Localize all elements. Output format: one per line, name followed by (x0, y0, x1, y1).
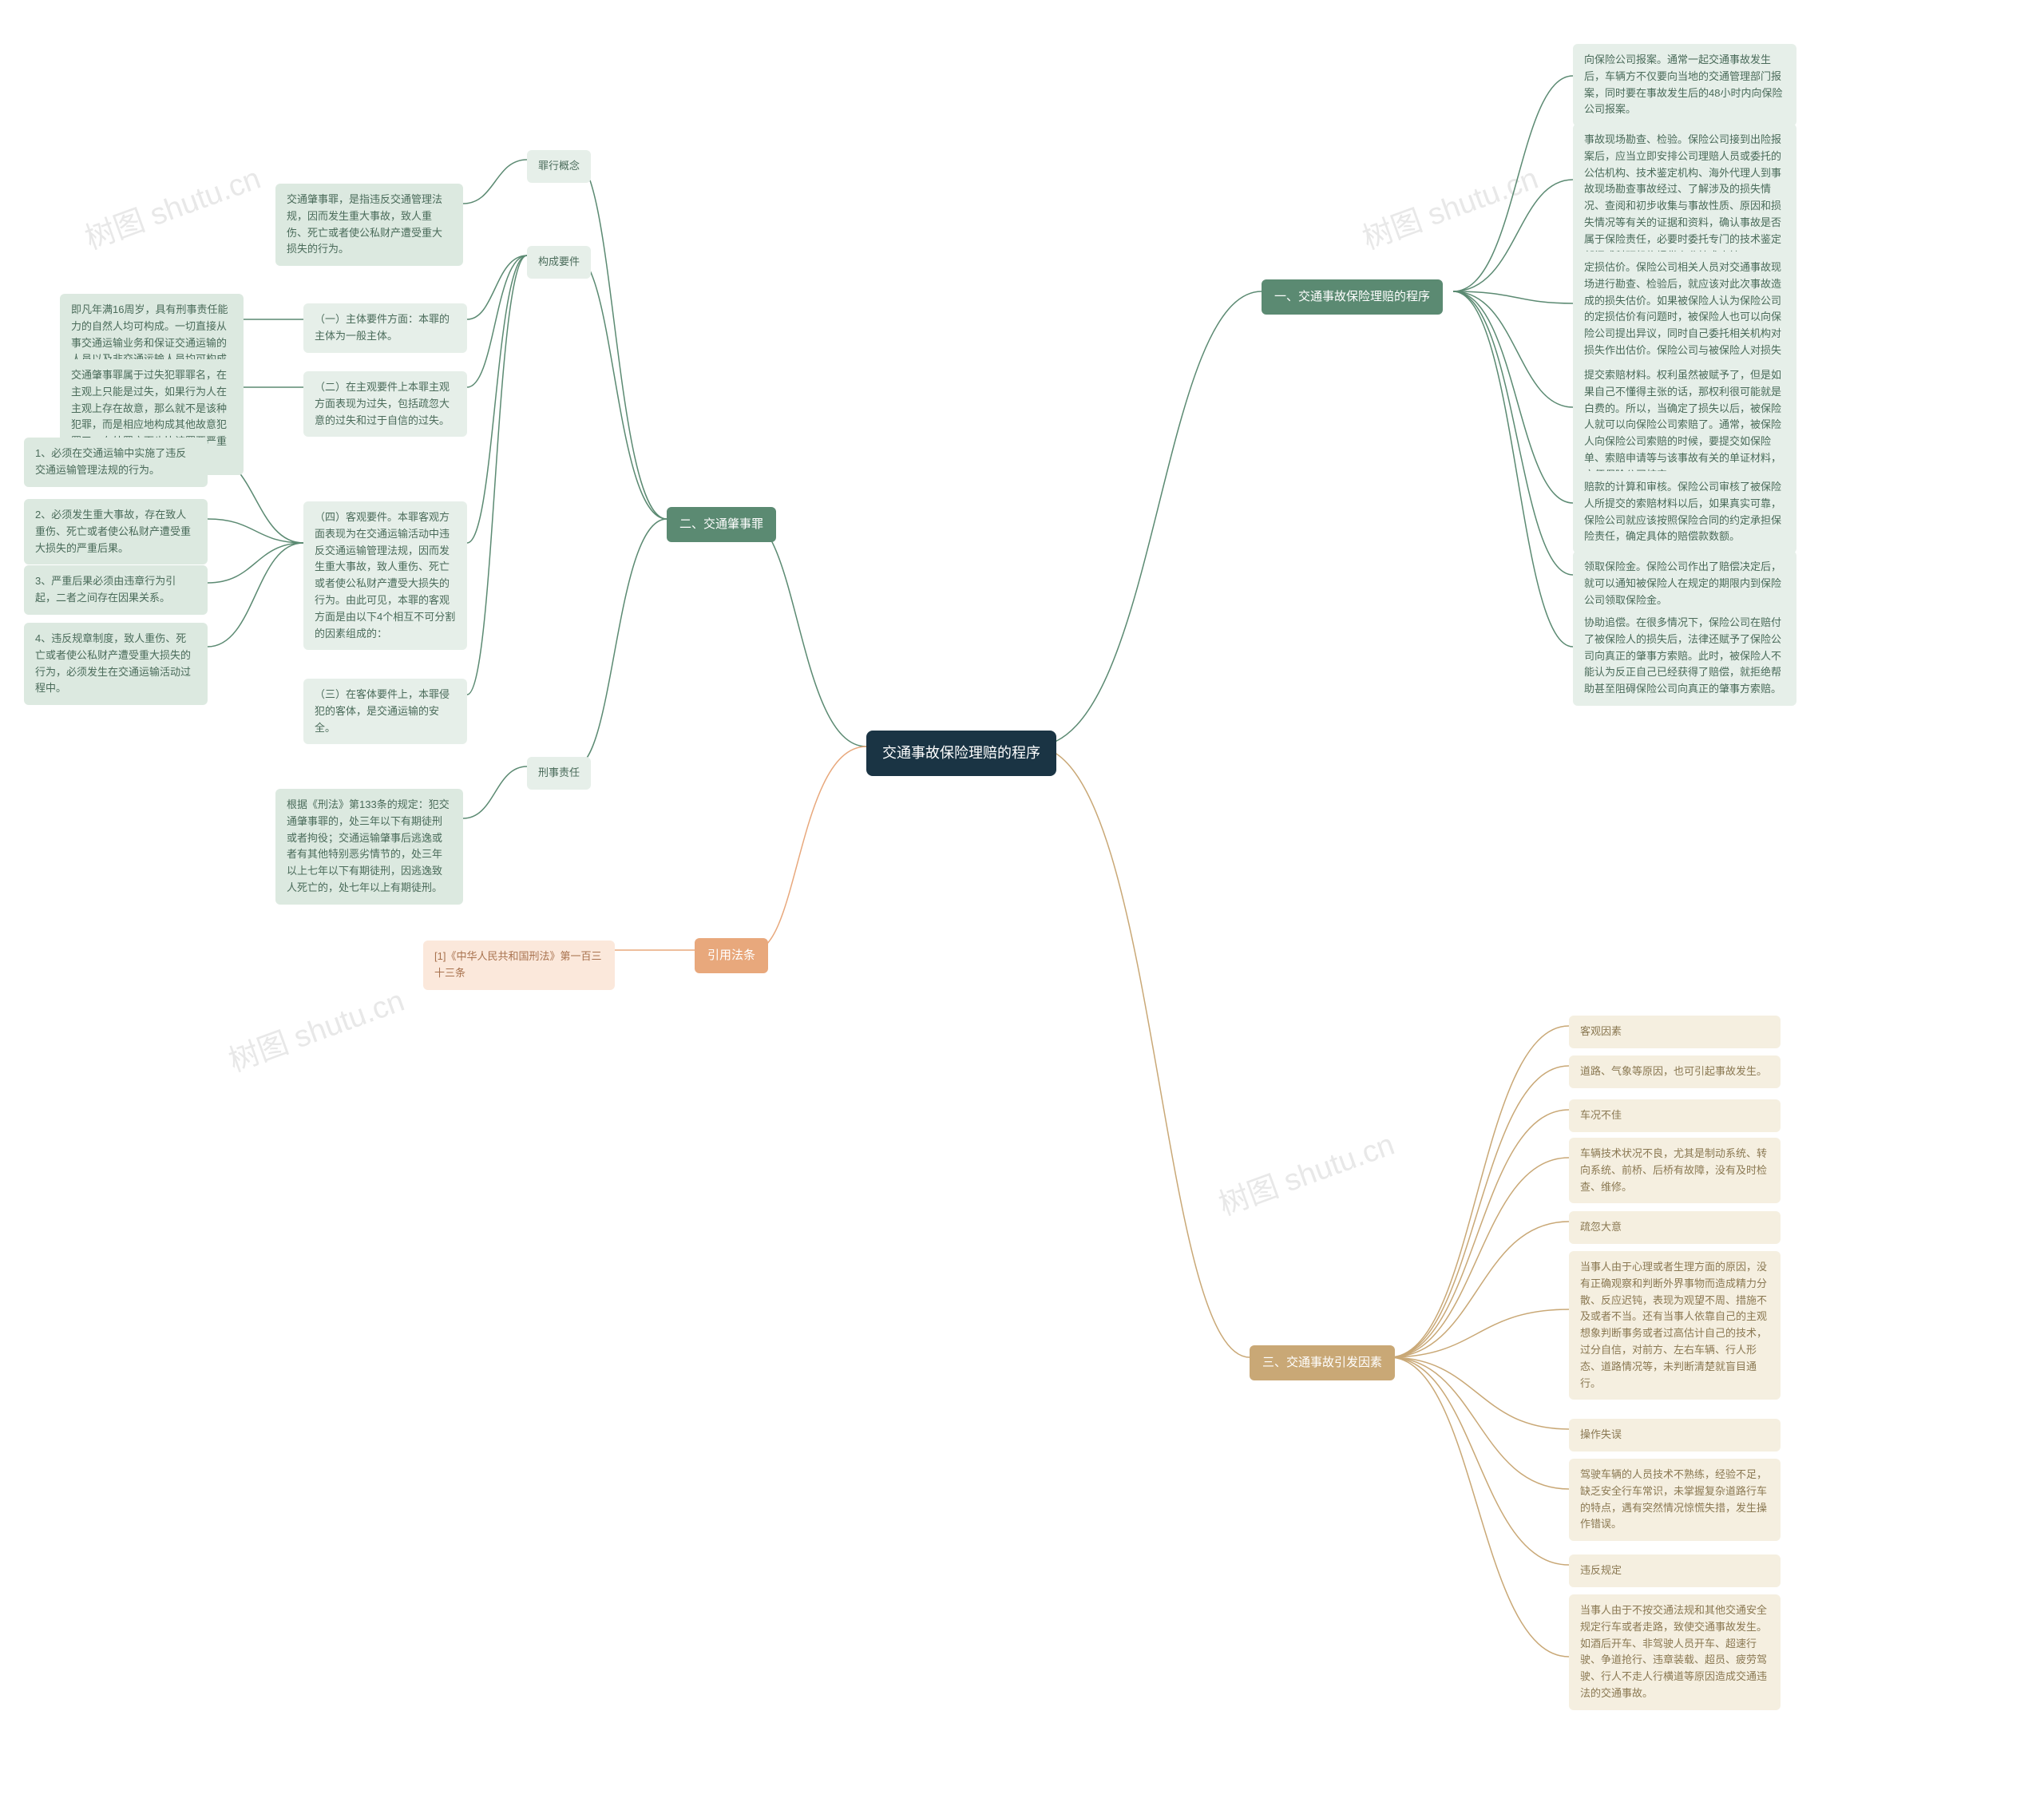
branch-2-sub-3-label: 刑事责任 (527, 757, 591, 790)
branch-3-leaf: 当事人由于不按交通法规和其他交通安全规定行车或者走路，致使交通事故发生。如酒后开… (1569, 1594, 1781, 1710)
branch-2-sub-2-i3-label: （四）客观要件。本罪客观方面表现为在交通运输活动中违反交通运输管理法规，因而发生… (303, 501, 467, 650)
branch-1[interactable]: 一、交通事故保险理赔的程序 (1262, 279, 1443, 315)
branch-2-sub-3-text: 根据《刑法》第133条的规定：犯交通肇事罪的，处三年以下有期徒刑或者拘役；交通运… (275, 789, 463, 905)
watermark: 树图 shutu.cn (222, 976, 410, 1079)
branch-4[interactable]: 引用法条 (695, 938, 768, 973)
branch-2-sub-2-i3-item: 2、必须发生重大事故，存在致人重伤、死亡或者使公私财产遭受重大损失的严重后果。 (24, 499, 208, 564)
watermark: 树图 shutu.cn (78, 153, 266, 257)
branch-3-leaf: 当事人由于心理或者生理方面的原因，没有正确观察和判断外界事物而造成精力分散、反应… (1569, 1251, 1781, 1400)
branch-3-leaf: 车况不佳 (1569, 1099, 1781, 1132)
branch-3-leaf: 驾驶车辆的人员技术不熟练，经验不足，缺乏安全行车常识，未掌握复杂道路行车的特点，… (1569, 1459, 1781, 1541)
branch-2-sub-1-label: 罪行概念 (527, 150, 591, 183)
branch-2-sub-2-i3-item: 1、必须在交通运输中实施了违反交通运输管理法规的行为。 (24, 438, 208, 487)
branch-3-leaf: 客观因素 (1569, 1016, 1781, 1048)
watermark: 树图 shutu.cn (1356, 153, 1543, 257)
branch-2-sub-2-i3-item: 3、严重后果必须由违章行为引起，二者之间存在因果关系。 (24, 565, 208, 615)
branch-1-leaf: 赔款的计算和审核。保险公司审核了被保险人所提交的索赔材料以后，如果真实可靠，保险… (1573, 471, 1796, 553)
branch-1-leaf: 向保险公司报案。通常一起交通事故发生后，车辆方不仅要向当地的交通管理部门报案，同… (1573, 44, 1796, 126)
branch-2-sub-1-text: 交通肇事罪，是指违反交通管理法规，因而发生重大事故，致人重伤、死亡或者使公私财产… (275, 184, 463, 266)
branch-2-sub-2-i4-label: （三）在客体要件上，本罪侵犯的客体，是交通运输的安全。 (303, 679, 467, 744)
branch-3[interactable]: 三、交通事故引发因素 (1250, 1345, 1395, 1380)
branch-3-leaf: 操作失误 (1569, 1419, 1781, 1452)
root-node[interactable]: 交通事故保险理赔的程序 (866, 731, 1056, 776)
branch-2-sub-2-i3-item: 4、违反规章制度，致人重伤、死亡或者使公私财产遭受重大损失的行为，必须发生在交通… (24, 623, 208, 705)
branch-3-leaf: 违反规定 (1569, 1554, 1781, 1587)
branch-2-sub-2-i2-label: （二）在主观要件上本罪主观方面表现为过失，包括疏忽大意的过失和过于自信的过失。 (303, 371, 467, 437)
branch-3-leaf: 道路、气象等原因，也可引起事故发生。 (1569, 1055, 1781, 1088)
branch-3-leaf: 疏忽大意 (1569, 1211, 1781, 1244)
branch-2[interactable]: 二、交通肇事罪 (667, 507, 776, 542)
branch-1-leaf: 事故现场勘查、检验。保险公司接到出险报案后，应当立即安排公司理赔人员或委托的公估… (1573, 124, 1796, 272)
branch-4-leaf: [1]《中华人民共和国刑法》第一百三十三条 (423, 941, 615, 990)
branch-1-leaf: 协助追偿。在很多情况下，保险公司在赔付了被保险人的损失后，法律还赋予了保险公司向… (1573, 607, 1796, 706)
branch-2-sub-2-label: 构成要件 (527, 246, 591, 279)
branch-3-leaf: 车辆技术状况不良，尤其是制动系统、转向系统、前桥、后桥有故障，没有及时检查、维修… (1569, 1138, 1781, 1203)
watermark: 树图 shutu.cn (1212, 1119, 1400, 1223)
branch-2-sub-2-i1-label: （一）主体要件方面：本罪的主体为一般主体。 (303, 303, 467, 353)
